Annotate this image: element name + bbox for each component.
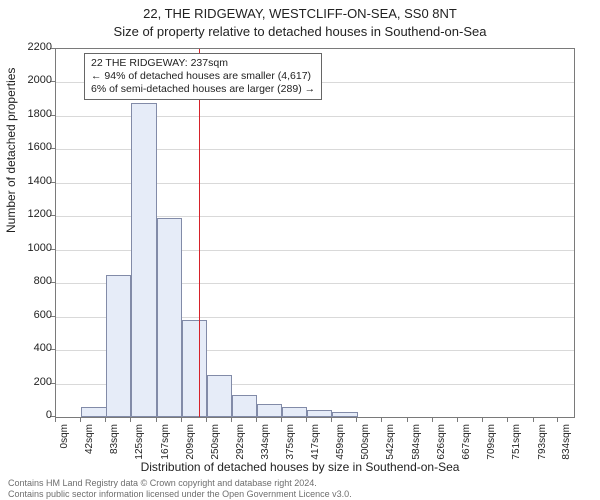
y-tick-label: 400 [12, 342, 52, 354]
y-tick-mark [51, 416, 55, 417]
y-tick-mark [51, 115, 55, 116]
x-tick-mark [306, 418, 307, 422]
x-tick-mark [281, 418, 282, 422]
x-tick-label: 709sqm [486, 424, 497, 472]
x-tick-label: 417sqm [310, 424, 321, 472]
x-tick-label: 125sqm [134, 424, 145, 472]
x-tick-mark [181, 418, 182, 422]
histogram-bar [131, 103, 156, 417]
histogram-bar [182, 320, 207, 417]
annotation-line: 22 THE RIDGEWAY: 237sqm [91, 57, 315, 70]
x-tick-mark [105, 418, 106, 422]
x-tick-mark [533, 418, 534, 422]
x-tick-label: 834sqm [561, 424, 572, 472]
chart-plot-area: 22 THE RIDGEWAY: 237sqm← 94% of detached… [55, 48, 575, 418]
y-tick-label: 1600 [12, 141, 52, 153]
x-tick-mark [231, 418, 232, 422]
x-tick-label: 167sqm [160, 424, 171, 472]
y-tick-label: 600 [12, 309, 52, 321]
x-tick-label: 83sqm [109, 424, 120, 472]
histogram-bar [106, 275, 131, 417]
y-tick-mark [51, 249, 55, 250]
y-tick-label: 2000 [12, 74, 52, 86]
histogram-bar [232, 395, 257, 417]
y-tick-label: 1000 [12, 242, 52, 254]
x-tick-mark [256, 418, 257, 422]
x-tick-label: 626sqm [436, 424, 447, 472]
x-tick-mark [557, 418, 558, 422]
y-tick-label: 0 [12, 409, 52, 421]
y-tick-mark [51, 81, 55, 82]
x-tick-mark [80, 418, 81, 422]
x-tick-label: 42sqm [84, 424, 95, 472]
x-tick-mark [206, 418, 207, 422]
x-tick-label: 751sqm [511, 424, 522, 472]
x-tick-mark [331, 418, 332, 422]
histogram-bar [207, 375, 232, 417]
x-tick-mark [482, 418, 483, 422]
y-tick-label: 2200 [12, 41, 52, 53]
x-tick-mark [381, 418, 382, 422]
y-tick-mark [51, 215, 55, 216]
y-tick-label: 200 [12, 376, 52, 388]
chart-title-line2: Size of property relative to detached ho… [0, 24, 600, 39]
y-tick-mark [51, 182, 55, 183]
y-tick-label: 1200 [12, 208, 52, 220]
annotation-line: 6% of semi-detached houses are larger (2… [91, 83, 315, 96]
histogram-bar [81, 407, 106, 417]
y-tick-mark [51, 48, 55, 49]
y-tick-label: 1400 [12, 175, 52, 187]
y-tick-mark [51, 349, 55, 350]
histogram-bar [157, 218, 182, 417]
x-tick-label: 0sqm [59, 424, 70, 472]
x-tick-label: 667sqm [461, 424, 472, 472]
x-tick-mark [156, 418, 157, 422]
histogram-bar [307, 410, 332, 417]
x-tick-mark [130, 418, 131, 422]
x-tick-mark [457, 418, 458, 422]
x-tick-label: 209sqm [185, 424, 196, 472]
x-tick-mark [407, 418, 408, 422]
histogram-bar [332, 412, 357, 417]
x-tick-label: 250sqm [210, 424, 221, 472]
x-tick-mark [432, 418, 433, 422]
x-tick-label: 542sqm [385, 424, 396, 472]
chart-title-line1: 22, THE RIDGEWAY, WESTCLIFF-ON-SEA, SS0 … [0, 6, 600, 21]
x-tick-label: 793sqm [537, 424, 548, 472]
footer-attribution-1: Contains HM Land Registry data © Crown c… [8, 478, 317, 488]
x-tick-label: 584sqm [411, 424, 422, 472]
y-tick-mark [51, 148, 55, 149]
x-tick-label: 500sqm [360, 424, 371, 472]
y-tick-mark [51, 282, 55, 283]
histogram-bar [282, 407, 307, 417]
y-tick-mark [51, 383, 55, 384]
reference-line [199, 49, 200, 417]
x-tick-label: 334sqm [260, 424, 271, 472]
x-tick-mark [356, 418, 357, 422]
histogram-bar [257, 404, 282, 417]
footer-attribution-2: Contains public sector information licen… [8, 489, 352, 499]
y-tick-label: 1800 [12, 108, 52, 120]
x-tick-label: 375sqm [285, 424, 296, 472]
annotation-line: ← 94% of detached houses are smaller (4,… [91, 70, 315, 83]
x-tick-mark [55, 418, 56, 422]
x-tick-label: 459sqm [335, 424, 346, 472]
y-tick-mark [51, 316, 55, 317]
x-tick-label: 292sqm [235, 424, 246, 472]
x-tick-mark [507, 418, 508, 422]
annotation-box: 22 THE RIDGEWAY: 237sqm← 94% of detached… [84, 53, 322, 100]
y-tick-label: 800 [12, 275, 52, 287]
